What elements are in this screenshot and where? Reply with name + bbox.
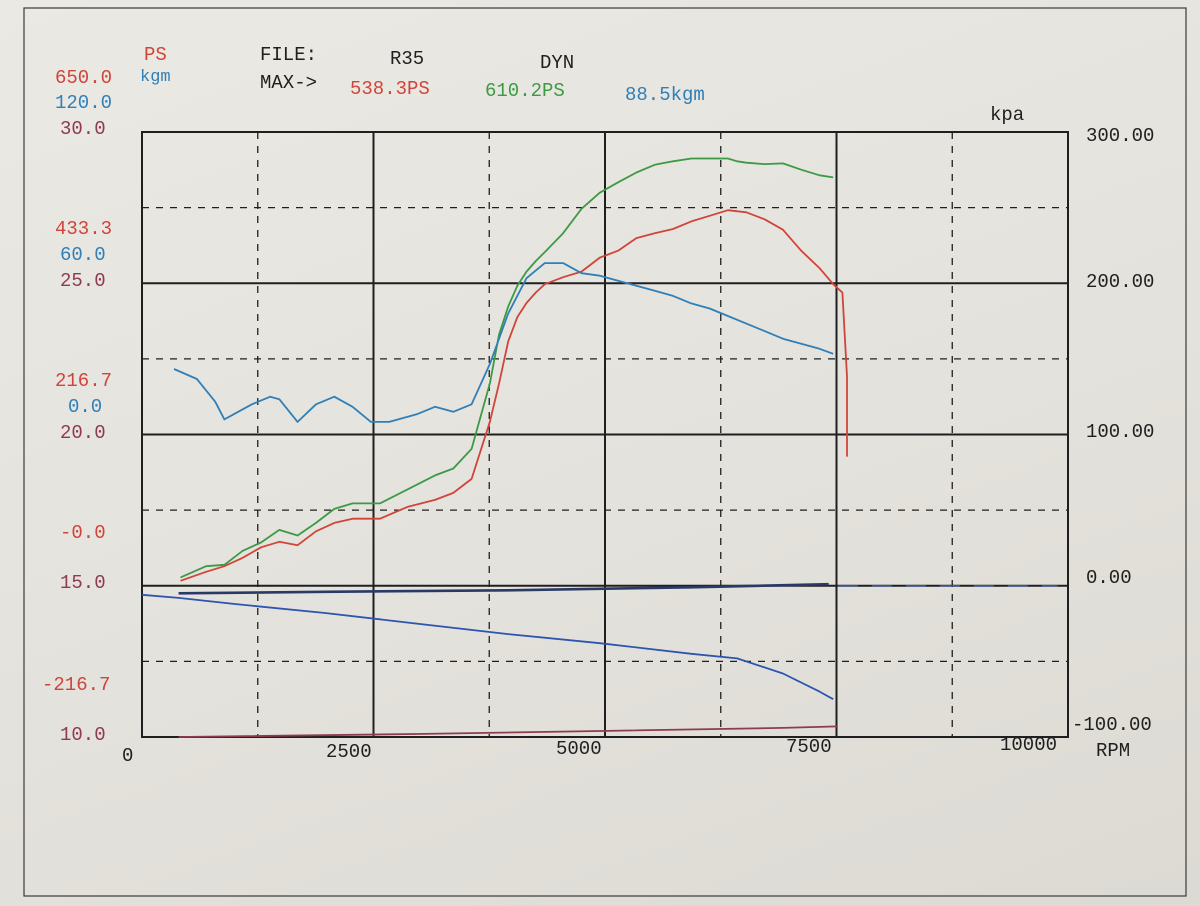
other-tick-0: 30.0 bbox=[60, 118, 106, 140]
ps-legend-label: PS bbox=[144, 44, 167, 66]
series-line-2 bbox=[173, 262, 834, 423]
kgm-tick-1: 60.0 bbox=[60, 244, 106, 266]
other-tick-4: 10.0 bbox=[60, 724, 106, 746]
other-tick-3: 15.0 bbox=[60, 572, 106, 594]
series-line-0 bbox=[180, 209, 848, 582]
other-tick-1: 25.0 bbox=[60, 270, 106, 292]
x-tick-2: 5000 bbox=[556, 738, 602, 760]
max-ps-value: 538.3PS bbox=[350, 78, 430, 100]
max-dyn-value: 610.2PS bbox=[485, 80, 565, 102]
kpa-tick-2: 100.00 bbox=[1086, 421, 1155, 443]
ps-tick-0: 650.0 bbox=[55, 67, 113, 89]
ps-tick-2: 216.7 bbox=[55, 370, 113, 392]
kpa-tick-1: 200.00 bbox=[1086, 271, 1155, 293]
kpa-tick-4: -100.00 bbox=[1072, 714, 1152, 736]
kpa-tick-3: 0.00 bbox=[1086, 567, 1132, 589]
kgm-tick-2: 0.0 bbox=[68, 396, 103, 418]
file-value: R35 bbox=[390, 48, 425, 70]
max-kgm-value: 88.5kgm bbox=[625, 84, 705, 106]
series-line-3 bbox=[141, 593, 834, 700]
series-line-1 bbox=[180, 157, 834, 579]
dyn-label: DYN bbox=[540, 52, 575, 74]
x-tick-0: 0 bbox=[122, 745, 134, 767]
x-axis-label: RPM bbox=[1096, 740, 1131, 762]
series-layer bbox=[141, 157, 848, 738]
kgm-legend-label: kgm bbox=[140, 68, 171, 87]
ps-tick-1: 433.3 bbox=[55, 218, 113, 240]
max-label: MAX-> bbox=[260, 72, 318, 94]
x-tick-1: 2500 bbox=[326, 741, 372, 763]
sheet-border bbox=[23, 7, 1187, 897]
other-tick-2: 20.0 bbox=[60, 422, 106, 444]
grid-layer bbox=[141, 131, 1069, 738]
x-tick-3: 7500 bbox=[786, 736, 832, 758]
kgm-tick-0: 120.0 bbox=[55, 92, 113, 114]
kpa-axis-label: kpa bbox=[990, 104, 1025, 126]
file-label: FILE: bbox=[260, 44, 318, 66]
series-line-5 bbox=[178, 725, 838, 738]
kpa-tick-0: 300.00 bbox=[1086, 125, 1155, 147]
ps-tick-3: -0.0 bbox=[60, 522, 106, 544]
x-tick-4: 10000 bbox=[1000, 734, 1058, 756]
series-line-4 bbox=[178, 582, 829, 595]
ps-tick-4: -216.7 bbox=[42, 674, 111, 696]
